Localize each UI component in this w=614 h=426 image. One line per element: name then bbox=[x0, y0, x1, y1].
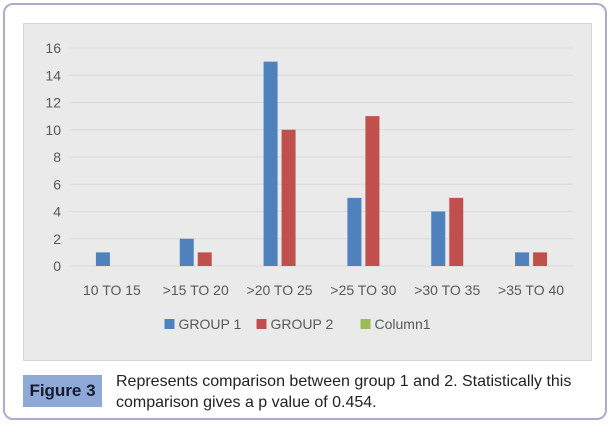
y-tick-label: 0 bbox=[53, 258, 61, 274]
figure-label: Figure 3 bbox=[23, 375, 102, 407]
caption-text: Represents comparison between group 1 an… bbox=[116, 373, 572, 411]
bar-chart: 0 2 4 6 8 10 12 14 16 10 TO 15 >15 TO 20 >20 TO 25 >… bbox=[45, 40, 573, 332]
x-tick-label: >30 TO 35 bbox=[414, 282, 480, 298]
legend-label: GROUP 1 bbox=[179, 316, 242, 332]
bar-group-2 bbox=[449, 197, 464, 266]
y-tick-label: 4 bbox=[53, 204, 61, 220]
legend-swatch bbox=[360, 319, 371, 329]
y-tick-label: 12 bbox=[45, 95, 61, 111]
legend-swatch bbox=[256, 319, 267, 329]
bar-group-1 bbox=[347, 197, 362, 266]
bar-group-2 bbox=[281, 129, 296, 266]
figure-caption: Figure 3 Represents comparison between g… bbox=[23, 370, 603, 420]
legend-label: Column1 bbox=[375, 316, 431, 332]
y-tick-label: 10 bbox=[45, 122, 61, 138]
bar-group-1 bbox=[263, 61, 278, 266]
y-tick-label: 14 bbox=[45, 67, 61, 83]
bar-group-2 bbox=[533, 252, 548, 266]
bar-group-2 bbox=[197, 252, 212, 266]
bar-group-2 bbox=[365, 116, 380, 266]
bar-group-1 bbox=[179, 238, 194, 266]
x-tick-label: >25 TO 30 bbox=[330, 282, 396, 298]
x-tick-label: >20 TO 25 bbox=[247, 282, 313, 298]
bar-group-1 bbox=[95, 252, 110, 266]
chart-area: 0 2 4 6 8 10 12 14 16 10 TO 15 >15 TO 20 >20 TO 25 >… bbox=[23, 23, 592, 361]
bar-group-1 bbox=[515, 252, 530, 266]
legend-swatch bbox=[164, 319, 175, 329]
x-tick-label: 10 TO 15 bbox=[83, 282, 141, 298]
bar-group-1 bbox=[431, 211, 446, 266]
y-tick-label: 16 bbox=[45, 40, 61, 56]
x-tick-label: >35 TO 40 bbox=[498, 282, 564, 298]
legend-label: GROUP 2 bbox=[271, 316, 334, 332]
figure-frame: 0 2 4 6 8 10 12 14 16 10 TO 15 >15 TO 20 >20 TO 25 >… bbox=[3, 3, 607, 420]
x-tick-label: >15 TO 20 bbox=[163, 282, 229, 298]
y-tick-label: 6 bbox=[53, 176, 61, 192]
y-tick-label: 8 bbox=[53, 149, 61, 165]
y-tick-label: 2 bbox=[53, 231, 61, 247]
